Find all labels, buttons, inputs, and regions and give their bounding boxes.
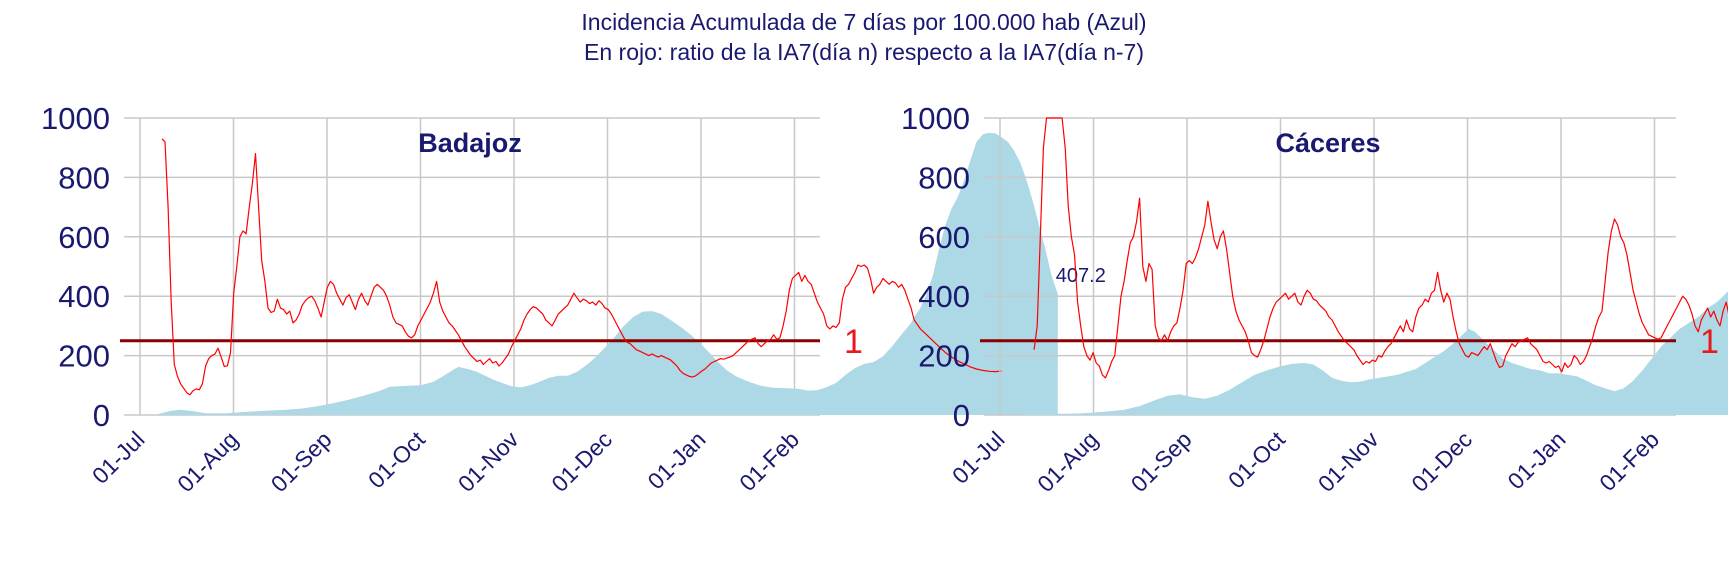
- x-tick-label: 01-Jan: [642, 426, 710, 494]
- ratio-line-series: [161, 138, 1002, 396]
- x-tick-label: 01-Jul: [87, 426, 150, 489]
- reference-line-label: 1: [1700, 323, 1719, 361]
- last-value-label: 407.2: [1056, 265, 1106, 287]
- x-tick-label: 01-Feb: [1594, 426, 1664, 496]
- x-tick-label: 01-Sep: [266, 426, 337, 497]
- incidence-area-series: [1015, 291, 1728, 415]
- y-tick-label: 400: [58, 279, 110, 314]
- x-tick-label: 01-Sep: [1126, 426, 1197, 497]
- x-tick-label: 01-Oct: [363, 426, 431, 494]
- x-tick-label: 01-Jul: [947, 426, 1010, 489]
- reference-line-label: 1: [844, 323, 863, 361]
- y-tick-label: 600: [918, 220, 970, 255]
- x-tick-label: 01-Feb: [734, 426, 804, 496]
- x-tick-label: 01-Nov: [1313, 426, 1384, 497]
- x-tick-label: 01-Aug: [1032, 426, 1103, 497]
- y-tick-label: 200: [58, 339, 110, 374]
- panel-title: Badajoz: [418, 128, 522, 158]
- y-tick-label: 1000: [41, 101, 110, 136]
- y-tick-label: 0: [953, 398, 970, 433]
- x-tick-label: 01-Dec: [546, 426, 617, 497]
- y-tick-label: 200: [918, 339, 970, 374]
- x-tick-label: 01-Nov: [453, 426, 524, 497]
- x-tick-label: 01-Oct: [1223, 426, 1291, 494]
- y-tick-label: 800: [58, 160, 110, 195]
- x-tick-label: 01-Jan: [1502, 426, 1570, 494]
- y-tick-label: 800: [918, 160, 970, 195]
- figure-title-line-1: Incidencia Acumulada de 7 días por 100.0…: [581, 9, 1146, 35]
- ratio-line-series: [1033, 117, 1728, 379]
- y-tick-label: 0: [93, 398, 110, 433]
- figure-title-line-2: En rojo: ratio de la IA7(día n) respecto…: [584, 39, 1144, 65]
- x-tick-label: 01-Dec: [1406, 426, 1477, 497]
- x-tick-label: 01-Aug: [172, 426, 243, 497]
- incidence-area-series: [158, 132, 1058, 415]
- panel-title: Cáceres: [1275, 128, 1380, 158]
- y-tick-label: 600: [58, 220, 110, 255]
- y-tick-label: 1000: [901, 101, 970, 136]
- y-tick-label: 400: [918, 279, 970, 314]
